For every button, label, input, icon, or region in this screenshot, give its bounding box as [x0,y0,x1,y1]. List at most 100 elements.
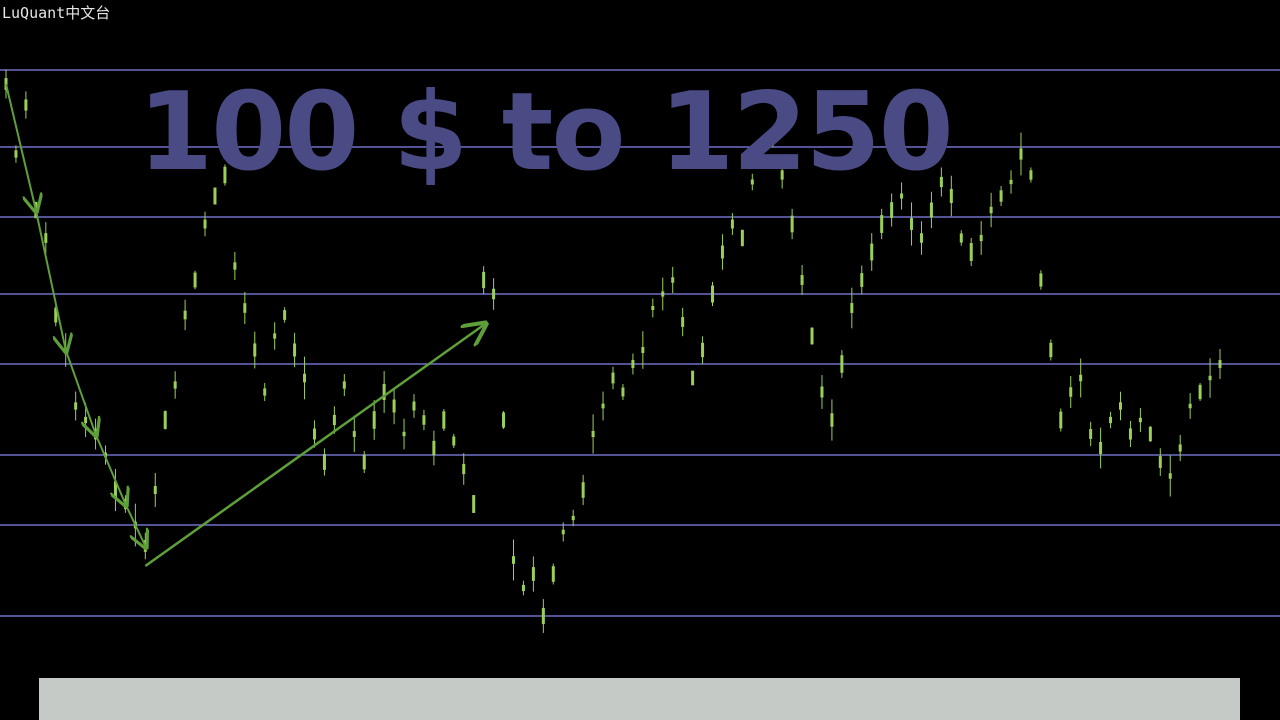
candle-108 [1079,358,1083,398]
candle-77 [770,132,774,148]
candle-4 [44,222,48,254]
candle-body [163,411,167,429]
candle-body [442,411,446,429]
candle-body [472,495,476,513]
candle-38 [382,371,386,413]
candle-63 [631,353,635,375]
candle-51 [511,539,515,581]
candle-75 [750,173,754,191]
candle-53 [531,556,535,592]
candle-body [820,386,824,398]
candle-96 [959,230,963,246]
candle-body [571,515,575,521]
candle-body [54,307,58,323]
candle-103 [1029,167,1033,183]
candle-body [203,219,207,229]
candle-104 [1039,270,1043,290]
candle-118 [1178,434,1182,462]
candle-121 [1208,358,1212,398]
candle-97 [969,237,973,267]
candle-70 [701,336,705,364]
candle-11 [113,468,117,512]
candle-body [1019,148,1023,160]
candle-49 [492,278,496,310]
candle-71 [711,281,715,307]
candle-body [860,273,864,287]
candle-body [293,343,297,357]
candle-72 [720,234,724,270]
candle-99 [989,192,993,228]
candle-body [1128,428,1132,440]
candle-43 [432,430,436,466]
candle-25 [253,331,257,369]
candle-body [253,343,257,357]
candle-57 [571,509,575,527]
candle-body [641,347,645,353]
candle-body [691,370,695,386]
candle-body [631,359,635,369]
hand-drawn-annotations [5,83,484,568]
candle-body [810,327,814,345]
candle-115 [1148,426,1152,442]
candle-body [1198,384,1202,400]
candle-body [183,310,187,320]
candle-body [273,333,277,339]
candle-88 [880,208,884,240]
candle-body [153,486,157,494]
candle-114 [1138,408,1142,432]
candle-body [1158,456,1162,468]
candle-body [959,233,963,243]
candle-90 [900,182,904,210]
candle-body [283,310,287,320]
candle-22 [223,164,227,186]
candle-body [233,262,237,270]
candle-body [492,288,496,300]
candle-body [969,243,973,261]
candle-body [511,556,515,564]
candle-body [1029,170,1033,180]
candle-body [591,430,595,438]
candle-34 [342,374,346,396]
candle-body [681,317,685,327]
candle-body [382,383,386,401]
candle-27 [273,322,277,350]
candle-body [263,388,267,396]
candle-body [1218,360,1222,368]
candle-body [312,428,316,440]
candle-81 [810,327,814,345]
candle-40 [402,418,406,450]
annotation-arrow-0-3 [34,209,66,350]
candle-78 [780,161,784,189]
candle-54 [541,599,545,633]
candle-36 [362,450,366,474]
candle-body [939,176,943,188]
candle-body [850,303,854,313]
candle-29 [293,332,297,368]
candle-105 [1049,339,1053,361]
candle-body [601,403,605,409]
candle-30 [303,356,307,400]
candle-body [422,415,426,425]
candle-body [651,305,655,311]
candle-body [303,373,307,383]
candle-45 [452,433,456,449]
candle-body [1059,411,1063,429]
candle-65 [651,298,655,318]
candle-91 [910,202,914,246]
annotation-arrow-0-9 [94,433,126,504]
candle-120 [1198,383,1202,401]
candle-19 [193,270,197,290]
candle-body [44,233,48,243]
candle-95 [949,175,953,217]
candle-body [880,215,884,233]
candle-body [661,291,665,297]
candle-58 [581,474,585,506]
candle-1 [14,145,18,163]
candle-2 [24,91,28,119]
candle-52 [521,580,525,596]
candle-117 [1168,455,1172,497]
candle-body [1099,442,1103,454]
candle-98 [979,221,983,255]
candle-69 [691,370,695,386]
